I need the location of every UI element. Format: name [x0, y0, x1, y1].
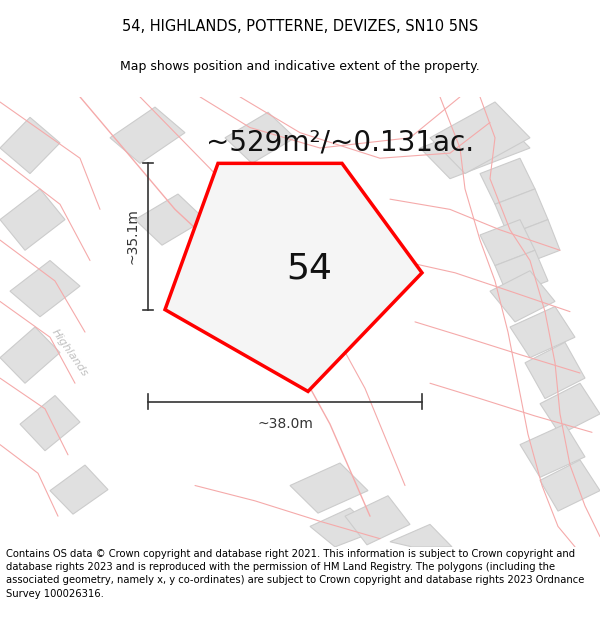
Polygon shape	[495, 189, 548, 235]
Text: Contains OS data © Crown copyright and database right 2021. This information is : Contains OS data © Crown copyright and d…	[6, 549, 584, 599]
Polygon shape	[165, 163, 422, 391]
Polygon shape	[480, 158, 535, 204]
Polygon shape	[240, 181, 318, 236]
Polygon shape	[290, 463, 368, 513]
Text: ~529m²/~0.131ac.: ~529m²/~0.131ac.	[206, 129, 474, 157]
Polygon shape	[260, 272, 330, 324]
Polygon shape	[540, 383, 600, 434]
Polygon shape	[430, 102, 530, 174]
Polygon shape	[508, 219, 560, 266]
Polygon shape	[480, 219, 535, 266]
Polygon shape	[390, 524, 452, 547]
Polygon shape	[520, 424, 585, 478]
Text: Highlands: Highlands	[278, 202, 322, 258]
Polygon shape	[345, 496, 410, 545]
Text: ~35.1m: ~35.1m	[125, 209, 139, 264]
Text: 54, HIGHLANDS, POTTERNE, DEVIZES, SN10 5NS: 54, HIGHLANDS, POTTERNE, DEVIZES, SN10 5…	[122, 19, 478, 34]
Polygon shape	[540, 460, 600, 511]
Polygon shape	[510, 306, 575, 358]
Polygon shape	[135, 194, 205, 245]
Polygon shape	[0, 327, 60, 383]
Text: Highlands: Highlands	[50, 327, 90, 378]
Polygon shape	[270, 330, 338, 381]
Polygon shape	[10, 261, 80, 317]
Text: Map shows position and indicative extent of the property.: Map shows position and indicative extent…	[120, 60, 480, 73]
Polygon shape	[490, 271, 555, 322]
Polygon shape	[0, 189, 65, 250]
Polygon shape	[420, 118, 530, 179]
Polygon shape	[525, 342, 585, 399]
Polygon shape	[50, 465, 108, 514]
Polygon shape	[110, 107, 185, 163]
Polygon shape	[20, 396, 80, 451]
Text: 54: 54	[286, 251, 332, 285]
Text: ~38.0m: ~38.0m	[257, 417, 313, 431]
Polygon shape	[225, 112, 295, 163]
Polygon shape	[495, 250, 548, 296]
Polygon shape	[310, 508, 375, 547]
Polygon shape	[0, 118, 60, 174]
